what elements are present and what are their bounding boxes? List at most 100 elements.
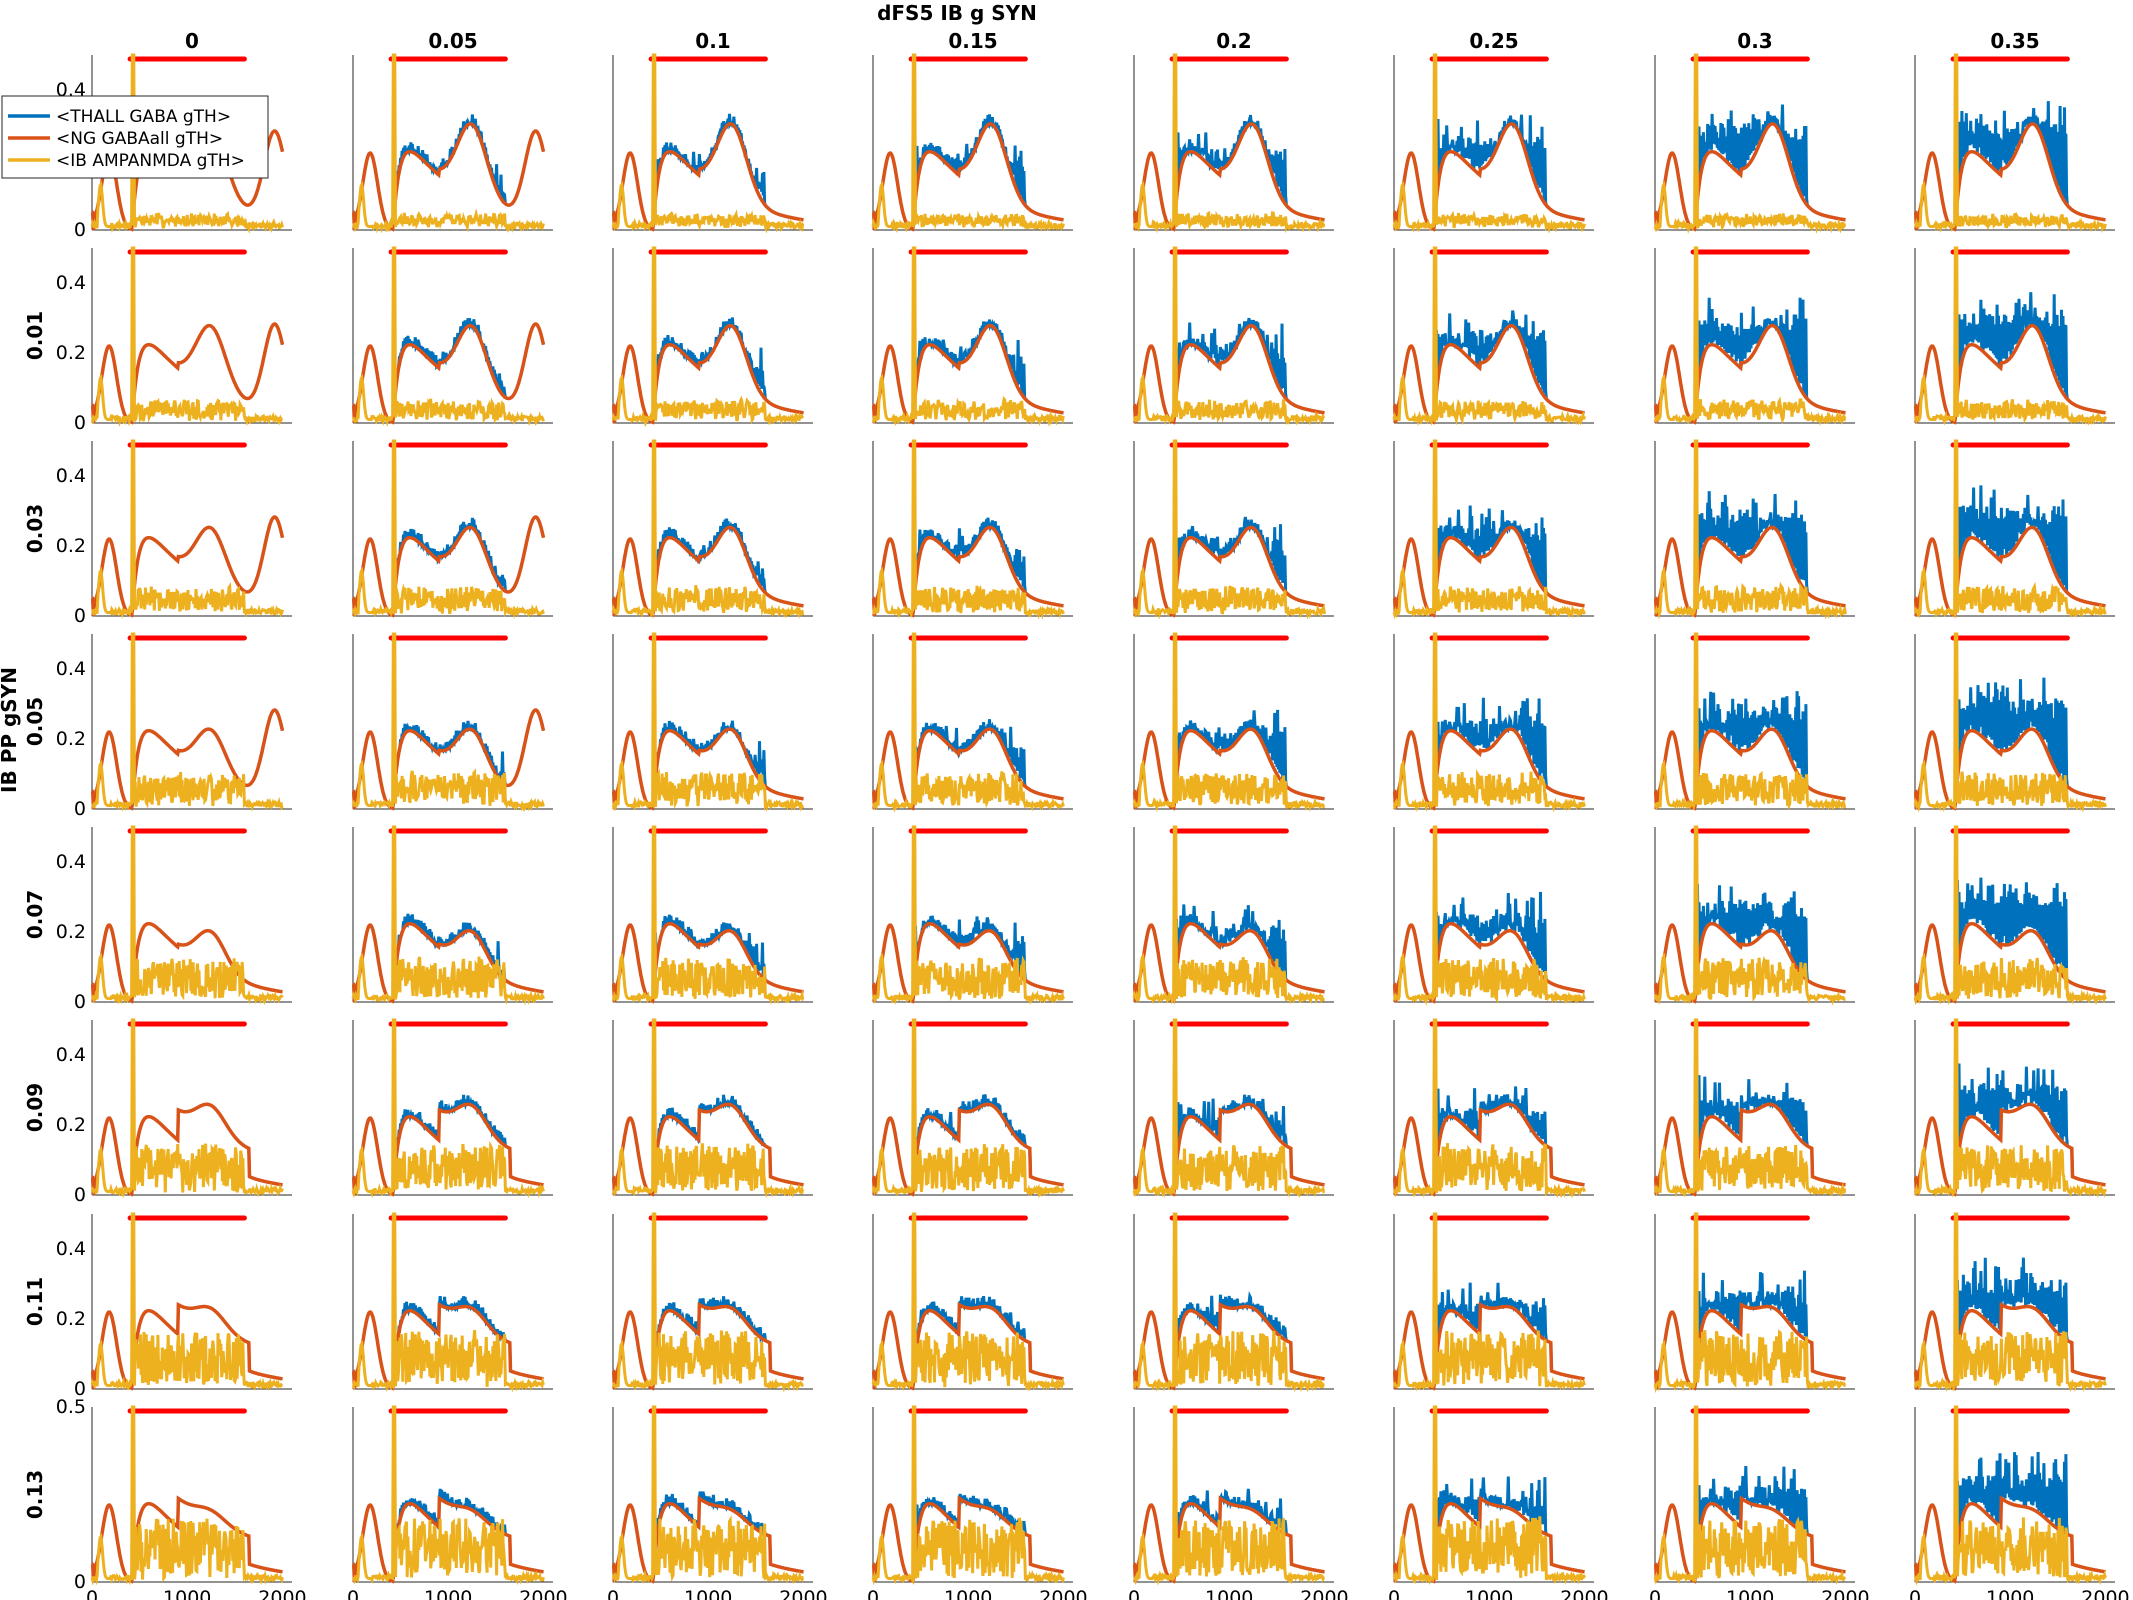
column-value-label: 0.15 [948,29,997,53]
panel-r4-c4 [1132,825,1334,1005]
series-ib-ampanmda [1132,1212,1325,1393]
legend-entry: <THALL GABA gTH> [56,107,231,127]
series-ng-gabaall [1392,1302,1585,1391]
panel-r2-c2 [611,439,813,619]
y-tick-label: 0.4 [56,658,86,680]
series-ng-gabaall [351,921,544,1004]
row-value-label: 0.05 [23,697,47,746]
series-ib-ampanmda [351,246,545,428]
series-ib-ampanmda [1913,825,2107,1006]
y-tick-label: 0.4 [56,1044,86,1066]
series-thall-gaba [872,719,1064,811]
series-ib-ampanmda [351,1018,545,1199]
series-ng-gabaall [1913,1302,2106,1391]
series-ng-gabaall [1653,1302,1846,1391]
series-ib-ampanmda [1654,439,1847,620]
series-ng-gabaall [1653,122,1846,232]
series-ib-ampanmda [1392,246,1586,427]
series-ib-ampanmda [1392,1405,1586,1586]
series-ib-ampanmda [1913,439,2107,619]
row-axis-label: IB PP gSYN [0,667,21,793]
series-ng-gabaall [1132,1495,1325,1584]
y-tick-label: 0.2 [56,728,86,750]
figure-title: dFS5 IB g SYN [877,1,1037,25]
series-ng-gabaall [351,1302,544,1391]
y-tick-label: 0.2 [56,1308,86,1330]
series-ib-ampanmda [90,1212,284,1392]
series-ib-ampanmda [90,53,284,235]
series-ib-ampanmda [1913,246,2107,426]
series-ng-gabaall [871,1302,1064,1391]
panel-r4-c2 [611,825,813,1005]
series-ib-ampanmda [1653,1212,1847,1394]
panel-r0-c3: 0.15 [871,29,1073,233]
panel-r0-c1: 0.05 [351,29,553,234]
panel-r3-c1 [351,632,553,813]
y-tick-label: 0.2 [56,342,86,364]
series-ib-ampanmda [351,632,545,813]
row-value-label: 0.11 [23,1277,47,1326]
y-tick-label: 0 [74,1571,86,1593]
series-ib-ampanmda [871,246,1065,427]
y-tick-label: 0.2 [56,921,86,943]
series-ng-gabaall [351,122,546,232]
series-ib-ampanmda [351,825,545,1006]
column-value-label: 0.05 [428,29,477,53]
series-ng-gabaall [1392,1102,1585,1197]
panel-r2-c5 [1392,439,1594,620]
y-tick-label: 0.4 [56,465,86,487]
series-ng-gabaall [611,122,804,232]
column-value-label: 0.25 [1469,29,1518,53]
panel-r3-c5 [1392,632,1594,813]
panel-r3-c6 [1653,632,1855,812]
series-ng-gabaall [1392,1495,1585,1584]
row-value-label: 0.03 [23,504,47,553]
panel-r5-c5 [1392,1018,1594,1199]
series-ng-gabaall [1132,921,1325,1004]
panel-r7-c0: 0 0.5 0.13 0 1000 2000 [23,1396,307,1600]
series-ng-gabaall [1132,1102,1325,1197]
panel-r2-c7 [1913,439,2115,619]
series-ng-gabaall [611,921,804,1004]
series-ng-gabaall [1653,525,1846,618]
panel-r5-c7 [1913,1018,2115,1198]
x-tick-label: 1000 [1726,1587,1774,1600]
panel-r3-c2 [611,632,813,812]
panel-r2-c4 [1132,439,1334,620]
panel-r6-c2 [611,1212,813,1393]
y-tick-label: 0 [74,605,86,627]
x-tick-label: 0 [86,1587,98,1600]
series-ng-gabaall [90,708,285,811]
series-ib-ampanmda [871,1212,1065,1392]
y-tick-label: 0.4 [56,851,86,873]
panel-r4-c7 [1913,825,2115,1006]
series-ib-ampanmda [1913,632,2107,813]
series-thall-gaba [352,1295,544,1391]
panel-r2-c3 [871,439,1073,620]
series-ib-ampanmda [1653,246,1847,426]
series-ng-gabaall [871,525,1064,618]
series-ib-ampanmda [1653,1405,1846,1585]
panel-r5-c6 [1653,1018,1855,1198]
series-ng-gabaall [1653,1495,1846,1584]
series-ng-gabaall [1913,1495,2106,1584]
panel-r7-c4: 0 1000 2000 [1128,1405,1349,1600]
series-ng-gabaall [1132,1302,1325,1391]
series-thall-gaba [1133,904,1325,1004]
panel-r4-c3 [871,825,1073,1005]
series-ib-ampanmda [1132,246,1326,426]
x-tick-label: 2000 [2081,1587,2129,1600]
panel-r1-c7 [1913,246,2115,426]
series-ib-ampanmda [1133,53,1326,234]
series-ib-ampanmda [1392,439,1586,620]
panel-r6-c3 [871,1212,1073,1392]
panel-grid: 00.20.4000.050.10.150.20.250.30.3500.20.… [23,29,2130,1600]
series-ib-ampanmda [612,1018,805,1199]
panel-r2-c1 [351,439,553,619]
series-ib-ampanmda [351,1212,545,1393]
series-ib-ampanmda [1392,53,1586,234]
series-ib-ampanmda [1393,1018,1586,1199]
series-ib-ampanmda [1914,53,2107,234]
y-tick-label: 0 [74,412,86,434]
x-tick-label: 0 [347,1587,359,1600]
